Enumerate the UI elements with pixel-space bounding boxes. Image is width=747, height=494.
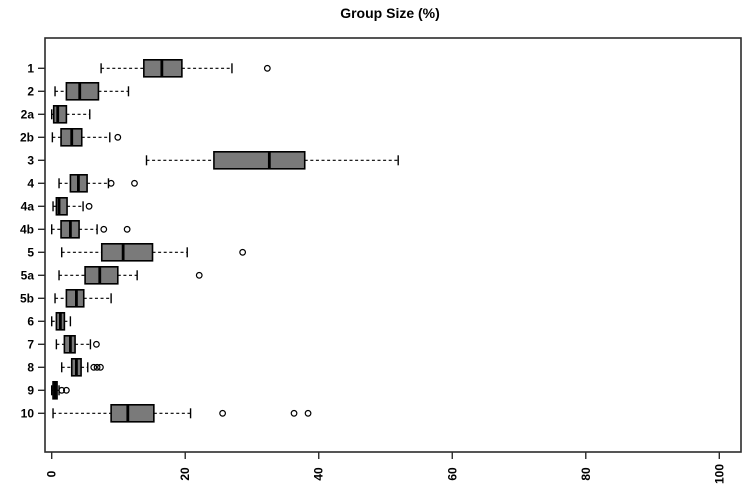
plot-frame	[44, 37, 742, 453]
x-tick-label: 40	[312, 467, 326, 481]
chart-title: Group Size (%)	[340, 5, 440, 21]
boxplot-row-4b	[51, 220, 131, 239]
outlier-point	[219, 409, 227, 417]
x-tick-label: 0	[45, 470, 59, 477]
iqr-box	[213, 151, 306, 170]
x-axis: 0 20 40 60 80 100	[45, 452, 726, 484]
x-tick-label: 80	[579, 467, 593, 481]
y-tick-label: 7	[27, 337, 34, 351]
boxplot-row-5	[61, 243, 247, 262]
y-tick-label: 9	[27, 383, 34, 397]
plot-area: 0 20 40 60 80 100 1 2 2a 2b 3 4 4a 4b 5 5a 5b 6 7 8 9 10	[20, 37, 742, 484]
y-tick-label: 8	[27, 360, 34, 374]
boxplot-row-5a	[58, 265, 203, 285]
outlier-point	[93, 363, 101, 371]
iqr-box	[52, 105, 68, 124]
iqr-box	[65, 82, 100, 101]
outlier-point	[304, 409, 312, 417]
iqr-box	[110, 403, 155, 423]
y-tick-label: 5	[27, 245, 34, 259]
boxplot-row-7	[55, 334, 100, 354]
outlier-point	[62, 386, 70, 394]
outlier-point	[290, 409, 298, 417]
boxplot-row-6	[51, 311, 72, 331]
boxplot-row-4	[58, 174, 138, 193]
outlier-point	[114, 133, 122, 141]
x-tick-label: 20	[178, 467, 192, 481]
outlier-point	[107, 179, 115, 187]
y-tick-label: 5b	[20, 291, 34, 305]
boxplot-row-2a	[51, 105, 91, 124]
outlier-point	[239, 248, 247, 256]
y-tick-label: 5a	[21, 268, 35, 282]
outlier-point	[90, 363, 98, 371]
boxplot-row-3	[145, 151, 399, 170]
boxplot-row-2b	[51, 128, 122, 147]
y-tick-label: 1	[27, 61, 34, 75]
outlier-point	[131, 179, 138, 187]
outlier-point	[97, 363, 104, 371]
x-tick-label: 100	[712, 464, 726, 484]
boxplot-row-1	[100, 58, 271, 78]
outlier-point	[263, 64, 271, 72]
boxplot-row-10	[52, 403, 312, 423]
boxplot-row-4a	[52, 197, 93, 216]
y-tick-label: 2a	[21, 107, 35, 121]
y-tick-label: 4	[27, 176, 34, 190]
y-tick-label: 4a	[21, 199, 35, 213]
boxplot-row-5b	[54, 288, 112, 308]
outlier-point	[123, 225, 131, 233]
boxplot-row-9	[51, 380, 70, 400]
y-tick-label: 4b	[20, 222, 34, 236]
outlier-point	[58, 386, 66, 394]
iqr-box	[84, 265, 119, 285]
outlier-point	[195, 271, 203, 279]
y-tick-label: 2b	[20, 130, 34, 144]
y-tick-label: 6	[27, 314, 34, 328]
outlier-point	[93, 340, 100, 348]
y-tick-label: 3	[27, 153, 34, 167]
y-tick-label: 2	[27, 84, 34, 98]
y-tick-label: 10	[21, 406, 35, 420]
iqr-box	[55, 197, 68, 216]
outlier-point	[85, 202, 93, 210]
boxplot-row-8	[61, 357, 104, 377]
iqr-box	[100, 243, 154, 262]
boxplot-row-2	[54, 82, 130, 101]
x-tick-label: 60	[445, 467, 459, 481]
outlier-point	[100, 225, 108, 233]
